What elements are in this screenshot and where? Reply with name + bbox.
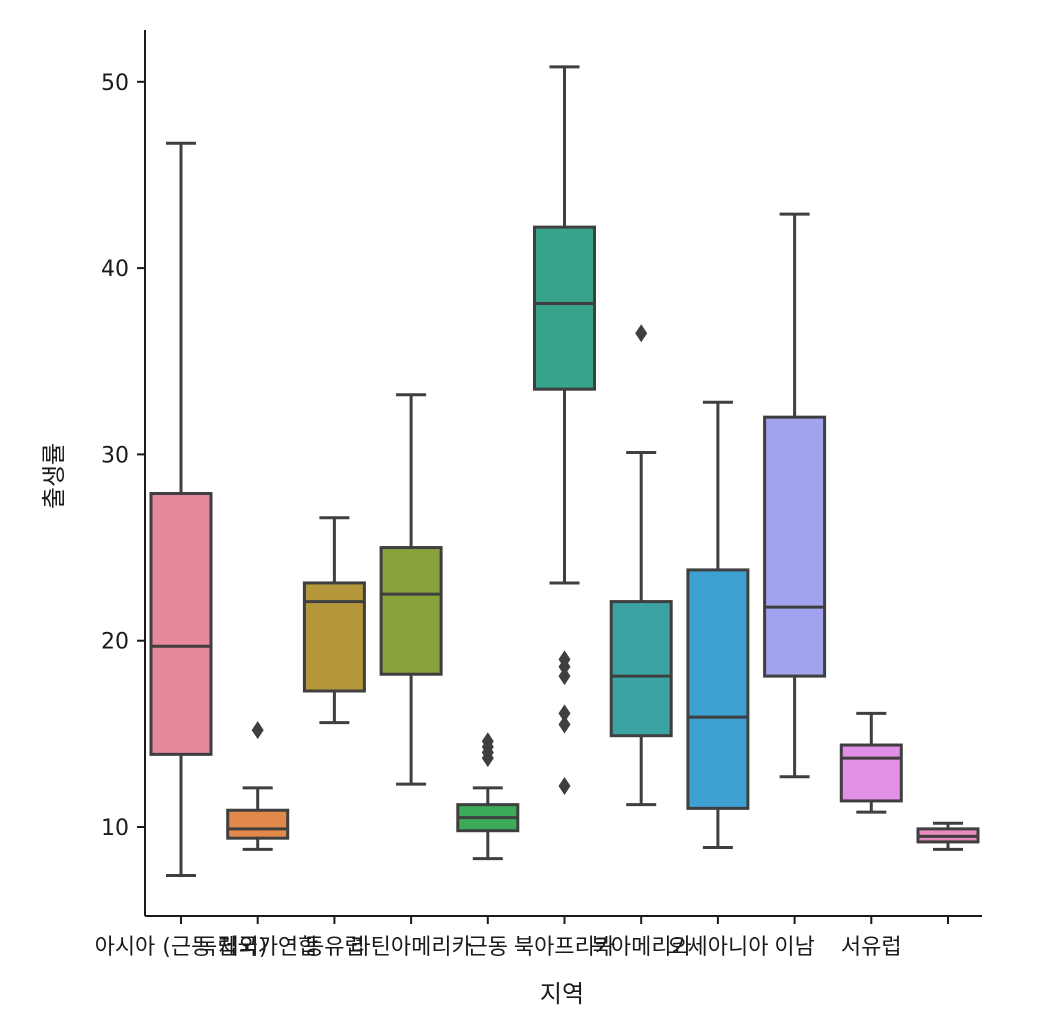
x-tick-label: 독립국가연합 <box>197 935 318 960</box>
outlier-marker <box>558 704 571 723</box>
x-tick-label: 서유럽 <box>841 935 902 960</box>
outlier-marker <box>481 732 494 751</box>
y-tick-label: 20 <box>101 630 129 655</box>
x-tick-label: 아시아 (근동 제외) <box>95 935 268 960</box>
y-tick-label: 50 <box>101 71 129 96</box>
outlier-marker <box>251 721 264 740</box>
box-group <box>839 711 903 814</box>
box-group <box>533 65 596 796</box>
y-tick-label: 40 <box>101 257 129 282</box>
outlier-marker <box>635 324 648 343</box>
box-group <box>763 212 827 779</box>
box-iqr <box>226 808 290 840</box>
box-group <box>456 732 520 861</box>
box-iqr <box>763 415 827 678</box>
box-group <box>302 516 366 725</box>
x-tick-label: 오세아니아 <box>667 935 768 960</box>
outlier-marker <box>558 650 571 669</box>
y-ticks: 10 20 30 40 50 <box>101 71 145 841</box>
box-iqr <box>533 225 596 391</box>
boxes <box>149 65 980 877</box>
y-tick-label: 10 <box>101 816 129 841</box>
box-iqr <box>839 743 903 803</box>
box-group <box>379 393 443 786</box>
x-tick-label: 이남 <box>774 935 814 960</box>
box-group <box>226 721 290 851</box>
y-axis-title: 출생률 <box>40 443 68 509</box>
x-axis-title: 지역 <box>540 980 584 1008</box>
box-group <box>609 324 673 807</box>
x-tick-label: 라틴아메리카 <box>350 935 471 960</box>
box-group <box>149 141 213 877</box>
x-tick-label: 북아메리카 <box>591 935 692 960</box>
x-tick-label: 동유럽 <box>304 935 365 960</box>
x-tick-label: 북아프리카 <box>514 935 615 960</box>
box-iqr <box>686 568 750 810</box>
outlier-marker <box>558 715 571 734</box>
x-tick-label: 근동 <box>468 935 508 960</box>
box-group <box>916 821 980 851</box>
y-tick-label: 30 <box>101 443 129 468</box>
box-iqr <box>379 546 443 676</box>
outlier-marker <box>558 777 571 796</box>
outlier-marker <box>558 667 571 686</box>
box-group <box>686 400 750 849</box>
box-iqr <box>302 581 366 693</box>
box-iqr <box>609 600 673 738</box>
box-iqr <box>149 492 213 756</box>
